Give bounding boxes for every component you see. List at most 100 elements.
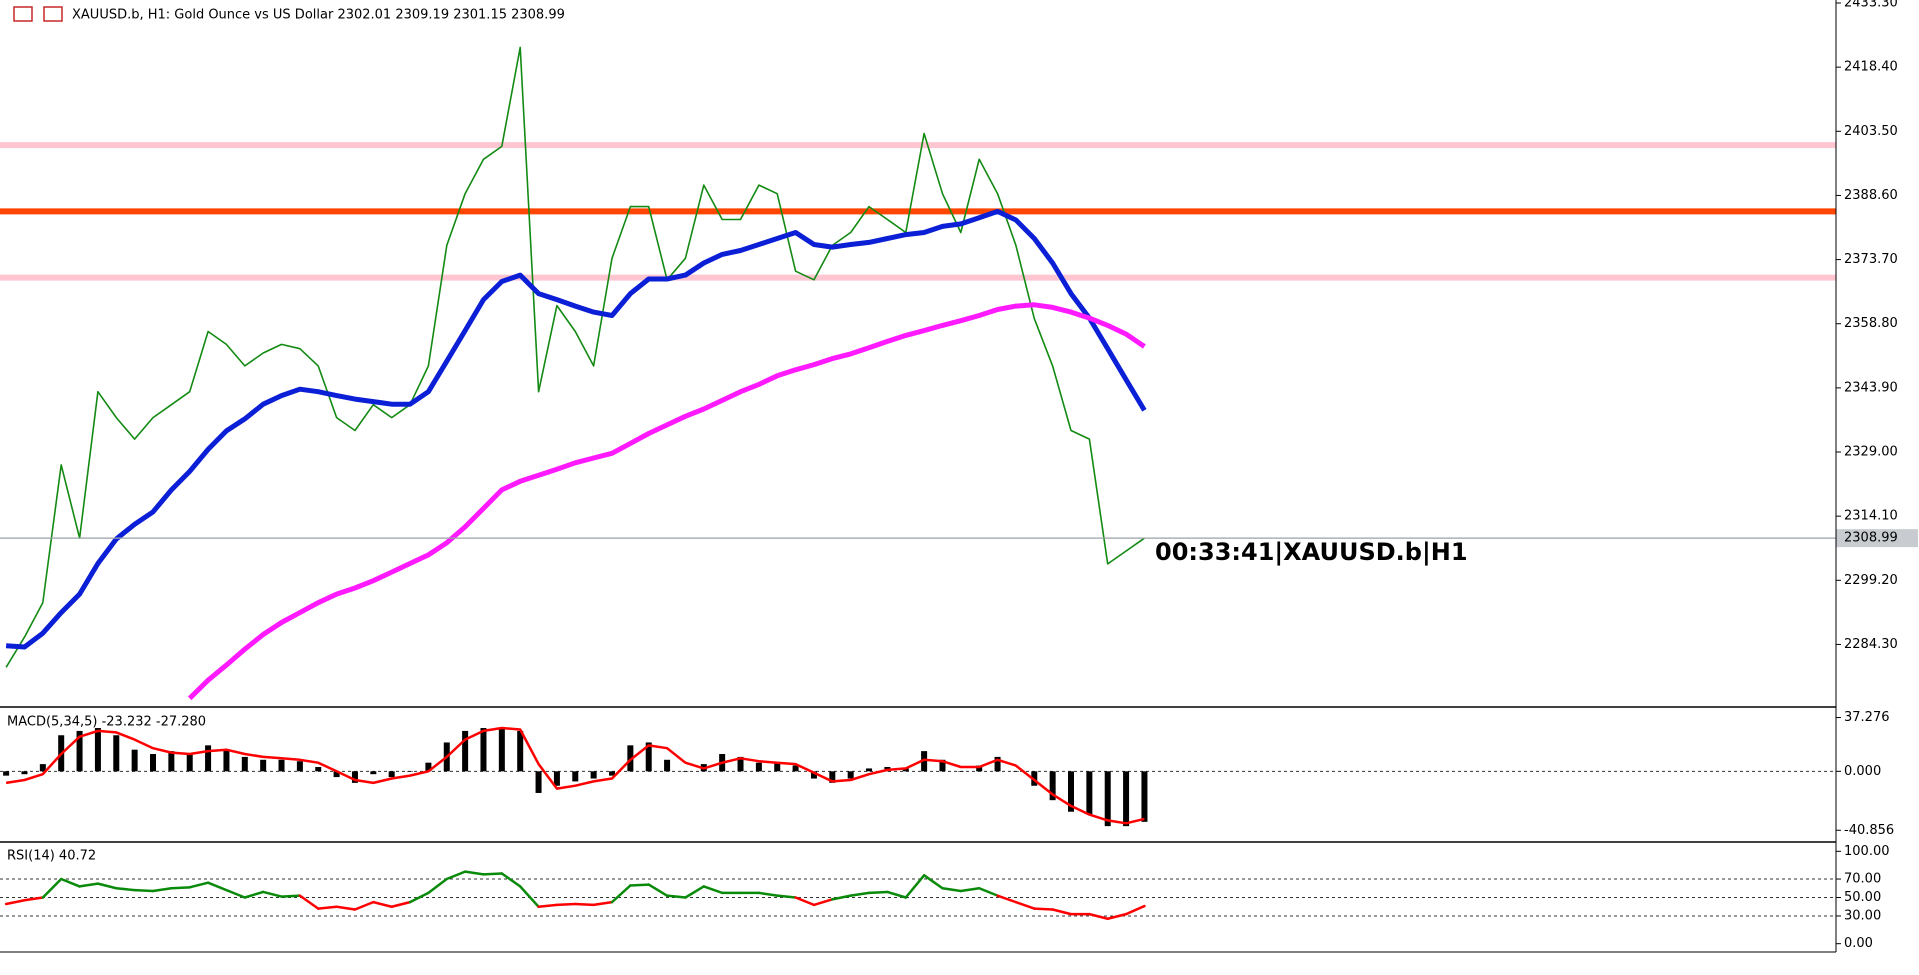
histogram-bar xyxy=(829,771,836,783)
rsi-segment xyxy=(629,883,650,887)
histogram-bar xyxy=(278,759,285,772)
histogram-bar xyxy=(150,754,156,772)
rsi-segment xyxy=(500,872,522,888)
histogram-bar xyxy=(1049,771,1056,801)
histogram-bar xyxy=(296,761,303,772)
rsi-segment xyxy=(427,877,449,895)
rsi-segment xyxy=(555,902,577,907)
rsi-segment xyxy=(904,874,926,899)
histogram-bar xyxy=(21,771,28,775)
rsi-segment xyxy=(59,877,81,888)
rsi-segment xyxy=(243,890,265,899)
rsi-segment xyxy=(78,882,100,888)
histogram-bar xyxy=(223,749,230,772)
histogram-bar xyxy=(792,765,799,772)
rsi-segment xyxy=(794,896,816,907)
rsi-segment xyxy=(41,877,63,899)
y-tick-label: 2373.70 xyxy=(1844,252,1898,267)
histogram-bar xyxy=(388,771,395,778)
histogram-bar xyxy=(1104,771,1111,827)
histogram-bar xyxy=(76,730,83,772)
histogram-bar xyxy=(462,730,469,772)
histogram-bar xyxy=(609,771,615,776)
rsi-segment xyxy=(518,885,540,908)
histogram-bar xyxy=(810,771,817,779)
rsi-segment xyxy=(188,881,210,889)
histogram-bar xyxy=(1086,771,1093,815)
histogram-bar xyxy=(755,762,762,772)
rsi-segment xyxy=(775,894,797,899)
rsi-segment xyxy=(1014,900,1036,910)
histogram-bar xyxy=(498,728,505,772)
rsi-segment xyxy=(133,888,155,893)
histogram-bar xyxy=(994,756,1001,772)
rsi-segment xyxy=(115,887,136,892)
histogram-bar xyxy=(572,771,579,782)
rsi-segment xyxy=(463,870,485,876)
rsi-segment xyxy=(353,900,375,911)
rsi-segment xyxy=(1051,908,1073,916)
histogram-bar xyxy=(1012,771,1019,772)
histogram-bar xyxy=(113,735,120,772)
histogram-bar xyxy=(131,749,138,772)
histogram-bar xyxy=(645,742,652,772)
menu-icon[interactable] xyxy=(13,6,33,22)
rsi-segment xyxy=(849,891,871,897)
rsi-segment xyxy=(225,888,247,899)
rsi-segment xyxy=(757,891,779,897)
y-tick-label: 2343.90 xyxy=(1844,380,1898,395)
macd-title: MACD(5,34,5) -23.232 -27.280 xyxy=(7,715,206,730)
y-tick-label: 37.276 xyxy=(1844,710,1890,725)
histogram-bar xyxy=(902,768,909,772)
y-tick-label: 2314.10 xyxy=(1844,509,1898,524)
rsi-segment xyxy=(298,894,320,910)
rsi-segment xyxy=(151,887,173,893)
series-line xyxy=(187,302,1146,701)
histogram-bar xyxy=(682,771,689,772)
rsi-segment xyxy=(592,900,614,907)
histogram-bar xyxy=(664,759,671,772)
rsi-segment xyxy=(1088,912,1109,920)
histogram-bar xyxy=(3,771,10,776)
histogram-bar xyxy=(921,751,928,772)
rsi-segment xyxy=(922,874,944,890)
y-tick-label: 2433.30 xyxy=(1844,0,1898,11)
symbol-icon[interactable] xyxy=(43,6,63,22)
rsi-segment xyxy=(280,894,302,898)
rsi-title: RSI(14) 40.72 xyxy=(7,849,96,864)
rsi-segment xyxy=(261,890,283,898)
series-line xyxy=(5,726,1145,825)
marks-layer xyxy=(0,46,1836,920)
rsi-segment xyxy=(408,891,430,904)
histogram-bar xyxy=(517,730,524,772)
rsi-segment xyxy=(610,884,632,904)
y-tick-label: 70.00 xyxy=(1844,872,1881,887)
rsi-segment xyxy=(445,870,467,881)
histogram-bar xyxy=(425,762,432,772)
y-tick-label: 100.00 xyxy=(1844,844,1890,859)
histogram-bar xyxy=(370,771,377,775)
histogram-bar xyxy=(241,756,248,772)
rsi-segment xyxy=(335,905,357,911)
histogram-bar xyxy=(480,728,487,772)
histogram-bar xyxy=(737,756,744,772)
rsi-segment xyxy=(647,883,669,897)
rsi-segment xyxy=(977,887,999,897)
y-tick-label: 2388.60 xyxy=(1844,188,1898,203)
rsi-segment xyxy=(206,881,228,892)
rsi-segment xyxy=(831,894,852,901)
histogram-bar xyxy=(535,771,542,793)
histogram-bar xyxy=(957,771,964,772)
histogram-bar xyxy=(315,766,322,772)
y-tick-label: 2329.00 xyxy=(1844,445,1898,460)
histogram-bar xyxy=(39,764,46,772)
rsi-segment xyxy=(1106,912,1128,920)
y-tick-label: 2403.50 xyxy=(1844,124,1898,139)
rsi-segment xyxy=(867,890,889,895)
rsi-segment xyxy=(1124,904,1146,916)
rsi-segment xyxy=(886,890,908,899)
rsi-segment xyxy=(665,894,687,899)
histogram-bar xyxy=(168,751,175,772)
histogram-bar xyxy=(553,771,560,786)
rsi-segment xyxy=(170,886,191,890)
